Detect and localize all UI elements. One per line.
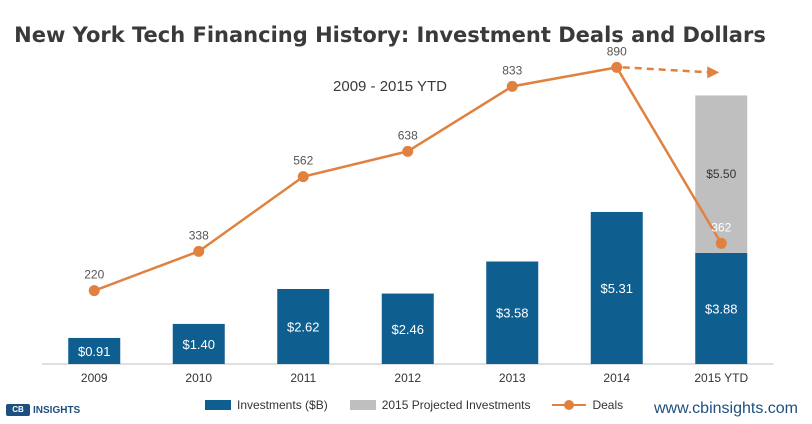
- deals-point: [715, 237, 727, 249]
- projection-dashed-line: [622, 66, 710, 74]
- deals-point: [88, 285, 100, 297]
- deals-point: [506, 80, 518, 92]
- chart-title: New York Tech Financing History: Investm…: [14, 23, 766, 47]
- cb-insights-logo: CB INSIGHTS: [6, 404, 80, 416]
- legend-item-deals: .line-swatch::before{background:#e0813f}…: [552, 398, 623, 412]
- bar-investments-2009: [68, 337, 121, 364]
- deals-point: [402, 145, 414, 157]
- logo-mark: CB: [6, 404, 30, 416]
- legend-label-projected: 2015 Projected Investments: [381, 398, 531, 412]
- data-label-investments: $2.62: [287, 319, 320, 334]
- data-label-investments: $1.40: [182, 337, 215, 352]
- data-label-investments: $5.31: [600, 281, 633, 296]
- data-label-deals: 833: [502, 63, 522, 77]
- data-label-deals: 220: [84, 268, 104, 282]
- logo-text: INSIGHTS: [33, 404, 81, 416]
- x-tick-label: 2010: [185, 371, 212, 385]
- x-tick-label: 2009: [81, 371, 108, 385]
- chart-legend: Investments ($B) 2015 Projected Investme…: [205, 398, 645, 412]
- legend-item-investments: Investments ($B): [205, 398, 328, 412]
- data-label-deals: 890: [607, 44, 627, 58]
- data-label-investments: $2.46: [391, 322, 424, 337]
- projection-arrowhead: [707, 66, 720, 79]
- data-label-deals: 562: [293, 154, 313, 168]
- x-tick-label: 2012: [394, 371, 421, 385]
- legend-swatch-deals: .line-swatch::before{background:#e0813f}: [552, 400, 587, 410]
- data-label-investments: $3.58: [496, 306, 529, 321]
- data-label-investments: $3.88: [705, 301, 738, 316]
- legend-swatch-projected: [349, 400, 376, 410]
- deals-point: [611, 61, 623, 73]
- x-tick-label: 2014: [603, 371, 630, 385]
- data-label-deals: 362: [711, 220, 731, 234]
- bar-investments-2013: [486, 261, 539, 364]
- legend-item-projected: 2015 Projected Investments: [349, 398, 531, 412]
- data-label-investments: $0.91: [78, 344, 111, 359]
- x-tick-label: 2011: [290, 371, 316, 385]
- x-tick-label: 2013: [499, 371, 526, 385]
- bar-investments-2010: [172, 323, 225, 364]
- data-label-deals: 638: [398, 128, 418, 142]
- legend-label-deals: Deals: [592, 398, 624, 412]
- data-label-projected: $5.50: [706, 167, 736, 181]
- bar-investments-2011: [277, 288, 330, 364]
- chart-subtitle: 2009 - 2015 YTD: [333, 78, 447, 95]
- bar-projected-2015-ytd: [695, 95, 748, 253]
- deals-point: [193, 245, 205, 257]
- legend-swatch-investments: [205, 400, 231, 410]
- data-label-deals: 338: [189, 228, 209, 242]
- footer-url: www.cbinsights.com: [653, 400, 798, 417]
- bar-investments-2015-ytd: [695, 252, 748, 364]
- deals-point: [297, 171, 309, 183]
- bar-investments-2012: [381, 293, 434, 364]
- x-tick-label: 2015 YTD: [694, 371, 748, 385]
- legend-label-investments: Investments ($B): [237, 398, 328, 412]
- bar-investments-2014: [590, 211, 643, 364]
- projection-label: 875: [711, 56, 731, 70]
